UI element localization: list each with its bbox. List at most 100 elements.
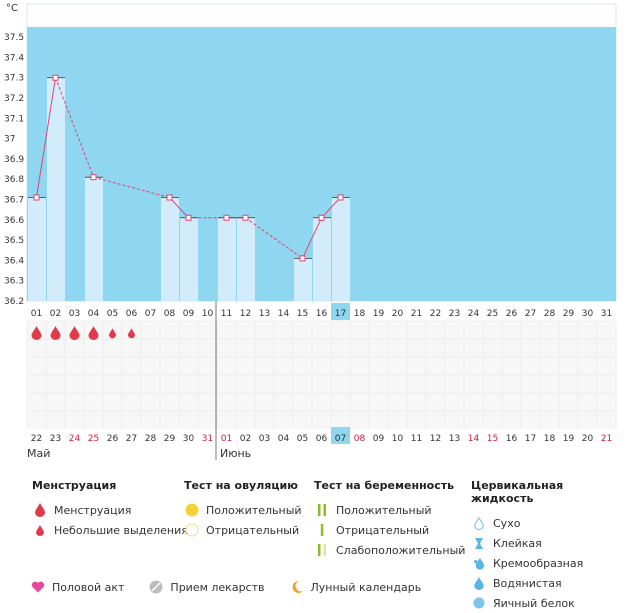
temperature-point: [185, 214, 192, 221]
date-label: 16: [506, 434, 518, 444]
legend-label: Отрицательный: [206, 523, 300, 537]
y-tick-label: 36.8: [4, 175, 24, 185]
date-label: 08: [354, 434, 366, 444]
drop-outline-icon: [471, 516, 487, 530]
date-label: 06: [316, 434, 328, 444]
menstruation-drop-icon: [88, 326, 99, 340]
y-tick-label: 36.3: [4, 277, 24, 287]
legend-title: Цервикальная жидкость: [471, 479, 564, 505]
legend-item: Отрицательный: [314, 520, 465, 540]
temperature-bar: [47, 77, 65, 301]
spotting-drop-icon: [128, 328, 135, 339]
legend-cervical: Цервикальная жидкость Сухо Клейкая Кремо…: [471, 479, 626, 613]
date-label: 25: [88, 434, 99, 444]
cycle-day-label: 29: [563, 309, 575, 319]
cycle-day-label: 03: [69, 309, 80, 319]
legend-item-medication: Прием лекарств: [148, 580, 265, 594]
y-tick-label: 37.1: [4, 114, 24, 124]
drop-large-icon: [32, 503, 48, 517]
y-tick-label: 37.2: [4, 94, 24, 104]
date-label: 07: [335, 434, 346, 444]
date-label: 11: [411, 434, 422, 444]
cycle-day-label: 12: [240, 309, 251, 319]
legend-label: Лунный календарь: [310, 580, 422, 594]
cycle-day-label: 28: [544, 309, 556, 319]
y-tick-label: 36.6: [4, 216, 24, 226]
legend-label: Положительный: [336, 503, 432, 517]
date-label: 14: [468, 434, 480, 444]
legend-item: Клейкая: [471, 533, 626, 553]
date-label: 10: [392, 434, 404, 444]
temperature-bar: [237, 217, 255, 301]
date-label: 17: [525, 434, 536, 444]
legend-item: Яичный белок: [471, 593, 626, 613]
menstruation-drop-icon: [31, 326, 42, 340]
y-tick-label: 36.5: [4, 236, 24, 246]
y-axis-label: °C: [6, 3, 18, 14]
legend-item: Кремообразная: [471, 553, 626, 573]
date-label: 21: [601, 434, 612, 444]
bbt-chart: 36.2 36.3 36.4 36.5 36.6 36.7 36.8 36.9 37 37.1 37…: [4, 3, 617, 460]
cycle-day-label: 31: [601, 309, 612, 319]
date-label: 02: [240, 434, 251, 444]
temperature-line-segment: [93, 176, 170, 198]
legend-label: Яичный белок: [493, 596, 575, 610]
cycle-day-label: 23: [449, 309, 460, 319]
circle-filled-icon: [184, 503, 200, 517]
legend-label: Отрицательный: [336, 523, 430, 537]
date-label: 05: [297, 434, 308, 444]
temperature-point: [90, 174, 97, 181]
date-label: 03: [259, 434, 270, 444]
cycle-day-label: 22: [430, 309, 441, 319]
legend-item: Положительный: [184, 500, 302, 520]
date-label: 12: [430, 434, 441, 444]
legend-label: Положительный: [206, 503, 302, 517]
temperature-bar: [180, 217, 198, 301]
cycle-day-label: 11: [221, 309, 232, 319]
hourglass-icon: [471, 537, 487, 550]
legend-menstruation: Менструация Менструация Небольшие выделе…: [32, 479, 188, 540]
y-tick-label: 36.2: [4, 297, 24, 307]
date-label: 24: [69, 434, 81, 444]
cycle-day-label: 04: [88, 309, 100, 319]
two-lines-icon: [314, 503, 330, 517]
temperature-point: [299, 255, 306, 262]
date-label: 23: [50, 434, 61, 444]
legend-item: Водянистая: [471, 573, 626, 593]
cycle-day-label: 09: [183, 309, 195, 319]
temperature-bar: [28, 197, 46, 301]
legend-label: Водянистая: [493, 576, 562, 590]
cream-drop-icon: [471, 557, 487, 570]
temperature-bar: [313, 217, 331, 301]
cycle-day-label: 06: [126, 309, 138, 319]
menstruation-drop-icon: [50, 326, 61, 340]
y-tick-label: 37.3: [4, 74, 24, 84]
date-label: 19: [563, 434, 575, 444]
date-label: 31: [202, 434, 213, 444]
cycle-day-label: 25: [487, 309, 498, 319]
y-tick-label: 36.9: [4, 155, 24, 165]
faint-line-icon: [314, 543, 330, 557]
temperature-line-segment: [169, 197, 189, 219]
cycle-day-label: 14: [278, 309, 290, 319]
cycle-day-label: 17: [335, 309, 346, 319]
y-tick-label: 37.5: [4, 33, 24, 43]
date-label: 29: [164, 434, 176, 444]
legend-title: Тест на беременность: [314, 479, 455, 492]
legend-item: Слабоположительный: [314, 540, 465, 560]
date-label: 28: [145, 434, 157, 444]
legend-item: Сухо: [471, 513, 626, 533]
water-drop-icon: [471, 576, 487, 590]
cycle-day-label: 26: [506, 309, 518, 319]
temperature-line-segment: [55, 77, 94, 178]
cycle-day-label: 16: [316, 309, 328, 319]
today-highlight-top: [331, 303, 350, 320]
date-label: 26: [107, 434, 119, 444]
cycle-day-label: 15: [297, 309, 308, 319]
temperature-point: [33, 194, 40, 201]
legend-item: Небольшие выделения: [32, 520, 188, 540]
drop-small-icon: [32, 524, 48, 536]
legend-item-intercourse: Половой акт: [30, 580, 124, 594]
legend-label: Кремообразная: [493, 556, 584, 570]
temperature-point: [318, 214, 325, 221]
